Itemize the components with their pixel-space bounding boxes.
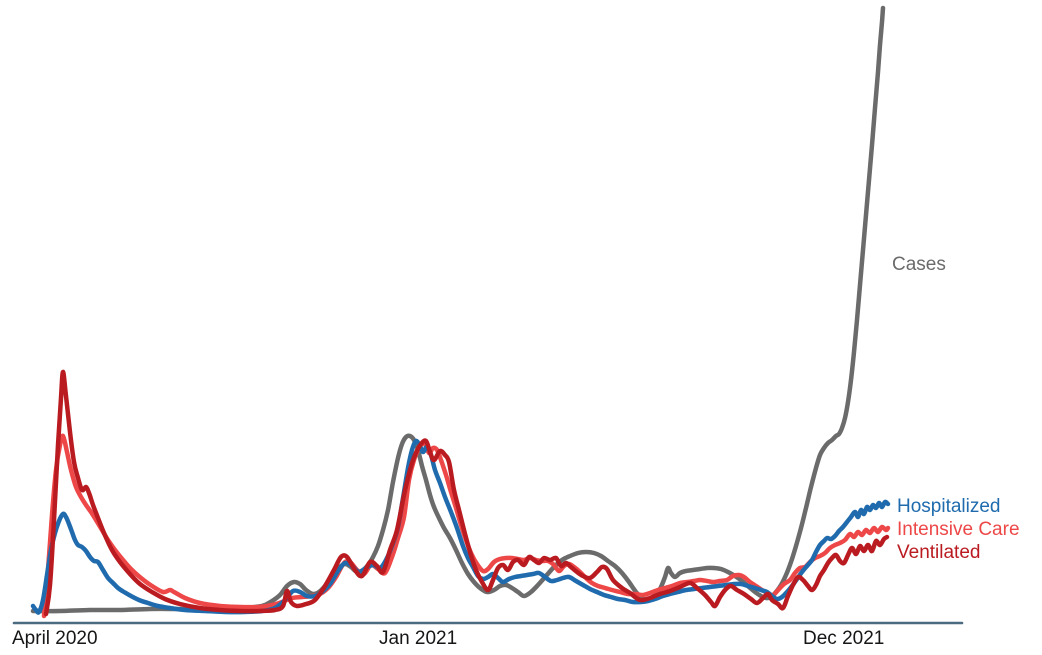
series-line-ventilated <box>43 369 890 617</box>
series-label-hospitalized: Hospitalized <box>897 496 1001 517</box>
series-label-cases: Cases <box>892 254 946 275</box>
series-lines <box>30 5 891 619</box>
series-label-intensive-care: Intensive Care <box>897 519 1020 540</box>
series-label-ventilated: Ventilated <box>897 542 981 563</box>
x-tick-dec-2021: Dec 2021 <box>803 628 885 649</box>
series-line-intensive-care <box>41 433 891 619</box>
x-tick-jan-2021: Jan 2021 <box>379 628 458 649</box>
x-tick-april-2020: April 2020 <box>12 628 98 649</box>
